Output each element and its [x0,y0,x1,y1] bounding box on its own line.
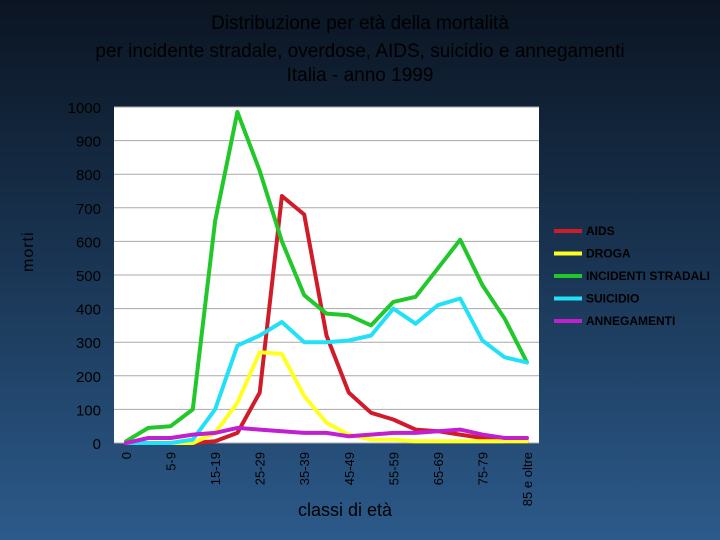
series-line-2 [124,110,529,444]
y-tick-label: 700 [76,201,101,218]
y-tick-label: 600 [76,234,101,251]
legend-label: SUICIDIO [586,292,639,306]
x-tick-label: 15-19 [208,452,223,485]
series-line-3 [124,296,529,445]
chart-title-line-2: per incidente stradale, overdose, AIDS, … [95,41,625,62]
y-axis-label: morti [20,231,37,272]
x-tick-label: 65-69 [431,452,446,485]
y-tick-label: 800 [76,167,101,184]
chart-title-line-1: Distribuzione per età della mortalità [211,13,509,34]
series-line-1 [124,350,529,445]
y-tick-label: 400 [76,302,101,319]
x-axis-label: classi di età [297,500,393,520]
x-tick-label: 0 [119,452,134,459]
legend-label: ANNEGAMENTI [586,314,675,328]
x-tick-label: 35-39 [297,452,312,485]
x-tick-label: 85 e oltre [520,452,535,506]
y-tick-label: 500 [76,268,101,285]
x-tick-label: 55-59 [386,452,401,485]
series-line-4 [124,425,529,445]
legend-label: INCIDENTI STRADALI [586,269,710,283]
y-tick-label: 300 [76,335,101,352]
x-tick-label: 45-49 [342,452,357,485]
legend-label: AIDS [586,224,615,238]
y-tick-label: 0 [93,436,101,453]
x-tick-label: 75-79 [475,452,490,485]
y-tick-label: 100 [76,402,101,419]
legend-label: DROGA [586,247,631,261]
chart-title-line-3: Italia - anno 1999 [286,65,434,86]
x-tick-label: 5-9 [164,452,179,471]
y-tick-label: 1000 [68,100,101,117]
y-tick-label: 200 [76,369,101,386]
y-tick-label: 900 [76,134,101,151]
x-tick-label: 25-29 [253,452,268,485]
